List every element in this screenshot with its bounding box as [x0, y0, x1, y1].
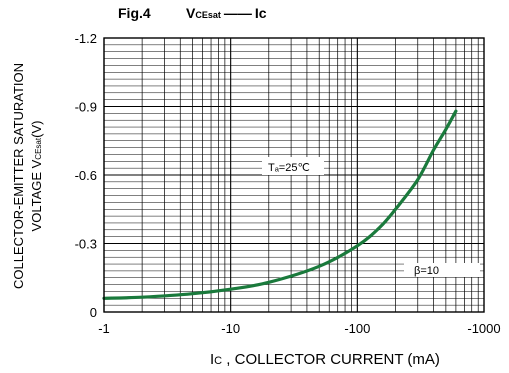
y-tick-label: -1.2 — [75, 31, 97, 46]
plot-frame — [103, 37, 485, 313]
y-axis-label-line1: COLLECTOR-EMITTER SATURATION — [11, 63, 26, 289]
x-tick-label: -1 — [98, 321, 110, 336]
chart-title: VCEsat —— Ic — [186, 5, 267, 21]
figure-label: Fig.4 — [118, 5, 151, 21]
y-tick-label: -0.3 — [75, 237, 97, 252]
vcesat-curve — [102, 109, 458, 300]
x-axis-label-rest: , COLLECTOR CURRENT (mA) — [222, 351, 440, 368]
x-axis-label-sub: C — [214, 355, 222, 367]
temperature-label-bg — [262, 157, 324, 175]
x-tick-label: -100 — [344, 321, 370, 336]
beta-label-bg — [404, 263, 480, 277]
title-v-sub: CEsat — [195, 10, 221, 20]
series-layer — [102, 109, 458, 300]
beta-label: β=10 — [414, 265, 439, 277]
title-dash: —— — [224, 5, 252, 21]
x-tick-label: -1000 — [467, 321, 500, 336]
y-tick-label: -0.9 — [75, 100, 97, 115]
y-axis-label-line2-post: (V) — [29, 121, 44, 138]
y-tick-label: -0.6 — [75, 168, 97, 183]
y-axis-label-line2: VOLTAGE VCEsat(V) — [29, 121, 44, 232]
y-axis-label-line2-sub: CEsat — [34, 137, 43, 160]
x-tick-label: -10 — [221, 321, 240, 336]
x-axis-label-i: I — [210, 351, 214, 368]
x-axis-label: IC , COLLECTOR CURRENT (mA) — [210, 351, 440, 368]
tick-labels: -1 -10 -100 -1000 0 -0.3 -0.6 -0.9 -1.2 — [75, 31, 501, 336]
title-v: V — [186, 5, 196, 21]
temperature-label: Tₐ=25℃ — [268, 162, 310, 174]
title-ic: Ic — [255, 5, 267, 21]
y-tick-label: 0 — [90, 305, 97, 320]
y-axis-label-line2-pre: VOLTAGE V — [29, 159, 44, 231]
